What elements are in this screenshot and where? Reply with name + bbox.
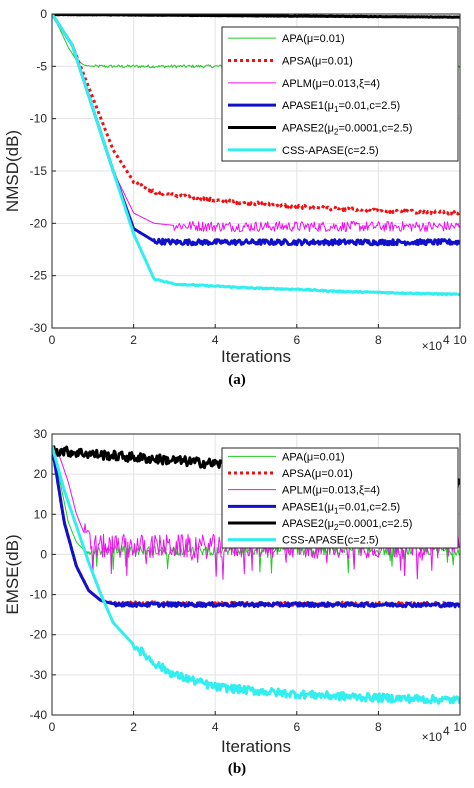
legend-entry-text: APASE1(μ	[282, 100, 334, 112]
y-tick-label: -20	[30, 628, 48, 642]
legend-entry: APA(μ=0.01)	[282, 451, 345, 463]
legend-entry: CSS-APASE(c=2.5)	[282, 145, 379, 157]
legend-entry: APASE1(μ1=0.01,c=2.5)	[282, 501, 400, 515]
y-tick-label: 0	[40, 7, 47, 21]
chart-caption: (a)	[228, 372, 246, 388]
axes-box	[51, 433, 461, 716]
chart-a: 0 2 4 6 8 10 0 -5 -10 -15 -20 -25 -30 Iterations NMSD(…	[3, 7, 467, 388]
y-tick-label: 30	[34, 427, 48, 441]
x-tick-label: 8	[375, 333, 382, 347]
legend-entry-text: APSA(μ=0.01)	[282, 56, 353, 68]
legend-entry-text: APA(μ=0.01)	[282, 451, 345, 463]
chart-caption: (b)	[228, 761, 246, 777]
legend: APA(μ=0.01) APSA(μ=0.01) APLM(μ=0.013,ξ=4)…	[221, 447, 459, 549]
axes-box	[51, 13, 461, 329]
x-axis-label: Iterations	[221, 347, 291, 366]
legend-box	[221, 26, 459, 162]
legend-entry-text: APASE2(μ	[282, 123, 334, 135]
legend-entry-text: APSA(μ=0.01)	[282, 468, 353, 480]
legend-entry: APSA(μ=0.01)	[282, 56, 353, 68]
legend-entry: CSS-APASE(c=2.5)	[282, 535, 379, 547]
legend-entry: APLM(μ=0.013,ξ=4)	[282, 78, 380, 90]
legend-entry-subscript: 2	[334, 523, 339, 532]
y-tick-label: -15	[30, 164, 48, 178]
y-tick-label: -10	[30, 112, 48, 126]
x-tick-label: 6	[293, 720, 300, 734]
x-tick-label: 8	[375, 720, 382, 734]
x-multiplier-exponent: 4	[443, 333, 450, 347]
legend-entry-text: APLM(μ=0.013,ξ=4)	[282, 485, 380, 497]
y-tick-label: 10	[34, 507, 48, 521]
x-multiplier: ×10	[422, 730, 443, 744]
legend-entry-text: =0.01,c=2.5)	[338, 501, 400, 513]
series-line	[52, 14, 460, 216]
y-tick-label: -40	[30, 708, 48, 722]
y-axis-label: NMSD(dB)	[3, 130, 22, 212]
legend-entry-subscript: 1	[334, 506, 339, 515]
legend-entry-text: CSS-APASE(c=2.5)	[282, 535, 379, 547]
legend-entry-text: =0.0001,c=2.5)	[338, 518, 412, 530]
x-multiplier: ×10	[422, 339, 443, 353]
x-tick-label: 0	[49, 720, 56, 734]
y-tick-label: -30	[30, 321, 48, 335]
x-tick-label: 10	[453, 720, 467, 734]
series-line	[52, 14, 460, 233]
legend-entry-text: APA(μ=0.01)	[282, 33, 345, 45]
y-tick-label: -25	[30, 269, 48, 283]
legend-entry: APA(μ=0.01)	[282, 33, 345, 45]
legend-entry: APLM(μ=0.013,ξ=4)	[282, 485, 380, 497]
x-tick-label: 10	[453, 333, 467, 347]
y-tick-label: -20	[30, 216, 48, 230]
x-tick-label: 4	[212, 333, 219, 347]
series-line	[52, 14, 460, 19]
legend-entry-text: APASE1(μ	[282, 501, 334, 513]
legend-entry-text: =0.01,c=2.5)	[338, 100, 400, 112]
series-line	[52, 445, 460, 705]
chart-b: 0 2 4 6 8 10 30 20 10 0 -10 -20 -30 -40 Iterations EMSE…	[3, 427, 467, 777]
y-tick-label: -10	[30, 588, 48, 602]
y-tick-label: 20	[34, 467, 48, 481]
x-tick-label: 6	[293, 333, 300, 347]
y-tick-label: 0	[40, 547, 47, 561]
series-line	[52, 14, 460, 297]
legend-entry-text: =0.0001,c=2.5)	[338, 123, 412, 135]
x-tick-label: 0	[49, 333, 56, 347]
legend-entry-text: APASE2(μ	[282, 518, 334, 530]
x-tick-label: 2	[130, 720, 137, 734]
legend-entry-subscript: 1	[334, 105, 339, 114]
x-axis-label: Iterations	[221, 737, 291, 756]
legend: APA(μ=0.01) APSA(μ=0.01) APLM(μ=0.013,ξ=4)…	[221, 26, 459, 162]
legend-box	[221, 447, 459, 549]
legend-entry: APASE1(μ1=0.01,c=2.5)	[282, 100, 400, 114]
y-tick-label: -5	[36, 59, 47, 73]
legend-entry: APSA(μ=0.01)	[282, 468, 353, 480]
y-tick-label: -30	[30, 668, 48, 682]
x-multiplier-exponent: 4	[443, 724, 450, 738]
y-axis-label: EMSE(dB)	[3, 534, 22, 614]
legend-entry: APASE2(μ2=0.0001,c=2.5)	[282, 518, 412, 532]
legend-entry: APASE2(μ2=0.0001,c=2.5)	[282, 123, 412, 137]
legend-entry-subscript: 2	[334, 128, 339, 137]
legend-entry-text: APLM(μ=0.013,ξ=4)	[282, 78, 380, 90]
x-tick-label: 2	[130, 333, 137, 347]
x-tick-label: 4	[212, 720, 219, 734]
series-line	[52, 445, 460, 609]
legend-entry-text: CSS-APASE(c=2.5)	[282, 145, 379, 157]
